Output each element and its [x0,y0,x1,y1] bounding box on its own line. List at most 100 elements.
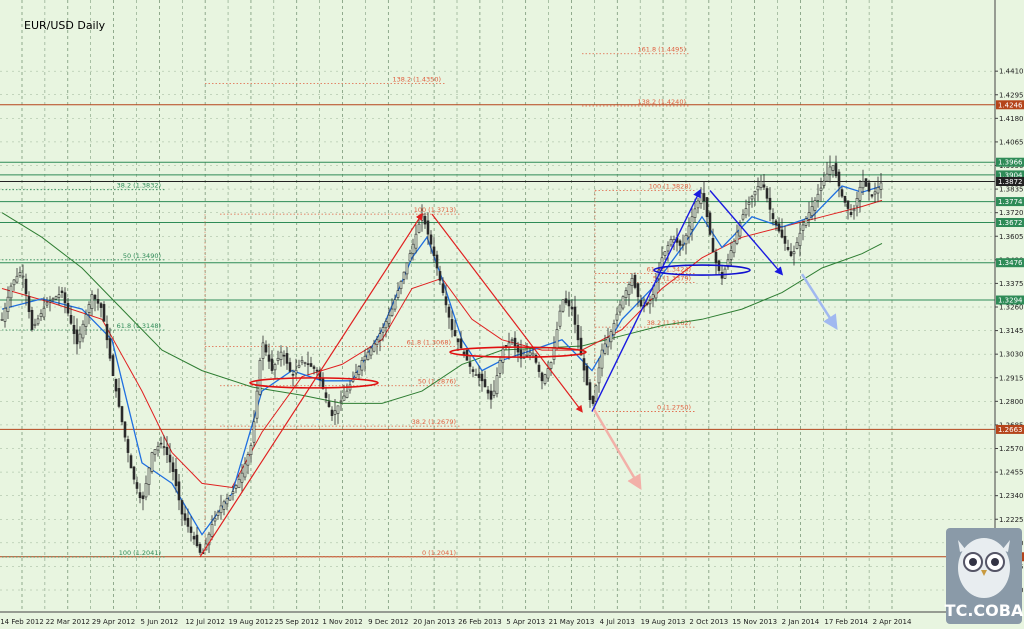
x-tick-label: 14 Feb 2012 [0,618,44,626]
x-tick-label: 22 Mar 2012 [46,618,90,626]
candle-body [369,347,373,356]
candle-body [252,421,256,443]
candle-body [72,324,76,334]
candle-body [258,360,262,395]
ma-slow-line [1,212,883,404]
candle-body [471,369,475,372]
candle-body [666,245,670,252]
x-tick-label: 19 Aug 2013 [641,618,686,626]
candle-body [447,306,451,318]
candle-body [21,275,25,278]
candle-body [540,372,544,382]
candle-body [90,294,94,309]
candle-body [702,193,706,202]
candle-body [765,188,769,199]
candle-body [492,390,496,396]
candle-body [810,206,814,216]
candle-body [858,186,862,201]
candle-body [873,191,877,195]
candle-body [309,363,313,367]
candle-body [339,400,343,403]
candle-body [663,251,667,256]
candle-body [393,299,397,310]
fib-level-label: 50 (1.3379) [653,275,691,283]
y-tick-label: 1.2455 [999,469,1024,477]
candle-body [285,353,289,364]
candle-body [255,390,259,419]
x-tick-label: 25 Sep 2012 [275,618,319,626]
candle-body [876,187,880,194]
candle-body [81,323,85,339]
candle-body [588,382,592,400]
y-tick-label: 1.3835 [999,186,1024,194]
candle-body [747,202,751,205]
candle-body [768,197,772,210]
candle-body [42,307,46,318]
candle-body [240,472,244,483]
fib-level-label: 61.8 (1.3424) [647,265,691,273]
fib-level-label: 50 (1.3490) [123,252,161,260]
candle-body [558,310,562,327]
candle-body [342,395,346,401]
candle-body [261,342,265,359]
candle-body [183,513,187,521]
candle-body [537,364,541,372]
candle-body [357,366,361,376]
price-level-box [996,197,1024,207]
candle-body [12,279,16,286]
y-tick-label: 1.3720 [999,209,1024,217]
price-level-box [996,176,1024,186]
candle-body [771,213,775,220]
candle-body [189,526,193,533]
price-level-box [996,295,1024,305]
price-level-label: 1.3904 [998,171,1023,179]
candle-body [390,308,394,316]
candle-body [24,278,28,295]
candle-body [759,181,763,188]
pattern-ellipse [249,377,379,389]
plot-background [0,0,995,612]
candle-body [243,463,247,478]
candle-body [501,348,505,363]
y-tick-label: 1.3605 [999,233,1024,241]
candle-body [444,296,448,306]
y-tick-label: 1.4065 [999,138,1024,146]
candle-body [378,333,382,341]
candle-body [345,390,349,398]
x-tick-label: 26 Feb 2013 [458,618,502,626]
candle-body [273,364,277,371]
candle-body [105,323,109,341]
candle-body [375,339,379,345]
candle-body [504,345,508,347]
candle-body [174,469,178,487]
y-tick-label: 1.3145 [999,327,1024,335]
wave-annotations [199,189,838,558]
candle-body [585,365,589,386]
candle-body [210,524,214,537]
candle-body [294,369,298,374]
candle-body [738,222,742,237]
candle-body [732,241,736,254]
candle-body [594,385,598,402]
candle-body [786,247,790,250]
candle-body [528,351,532,356]
candle-body [525,354,529,357]
candle-body [864,178,868,187]
candle-body [633,274,637,288]
candle-body [741,214,745,220]
candle-body [582,358,586,371]
fib-level-label: 100 (1.2041) [119,549,161,557]
candle-body [411,243,415,255]
candle-body [171,462,175,472]
candle-body [729,250,733,260]
candle-body [135,482,139,489]
candle-body [801,224,805,231]
candle-body [813,200,817,211]
candle-body [297,364,301,368]
candle-body [69,315,73,324]
candle-body [648,300,652,305]
candle-body [606,337,610,348]
candle-body [234,485,238,489]
candle-body [39,313,43,317]
